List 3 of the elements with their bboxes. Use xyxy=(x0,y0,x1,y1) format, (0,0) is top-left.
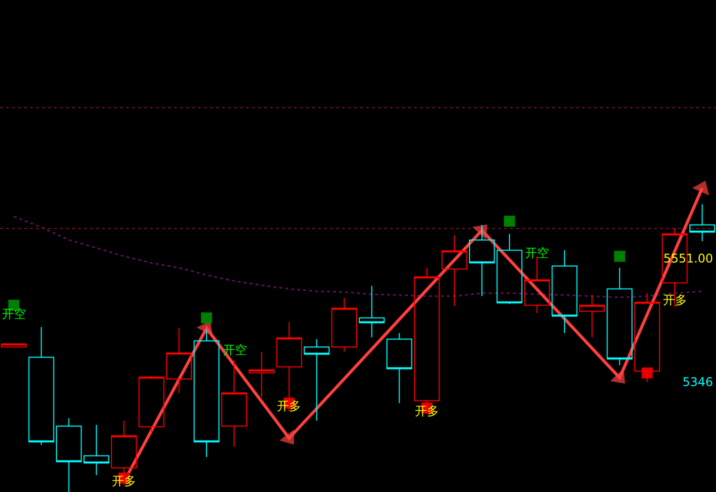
point xyxy=(692,180,710,196)
candlestick xyxy=(689,204,716,242)
point xyxy=(504,216,515,227)
